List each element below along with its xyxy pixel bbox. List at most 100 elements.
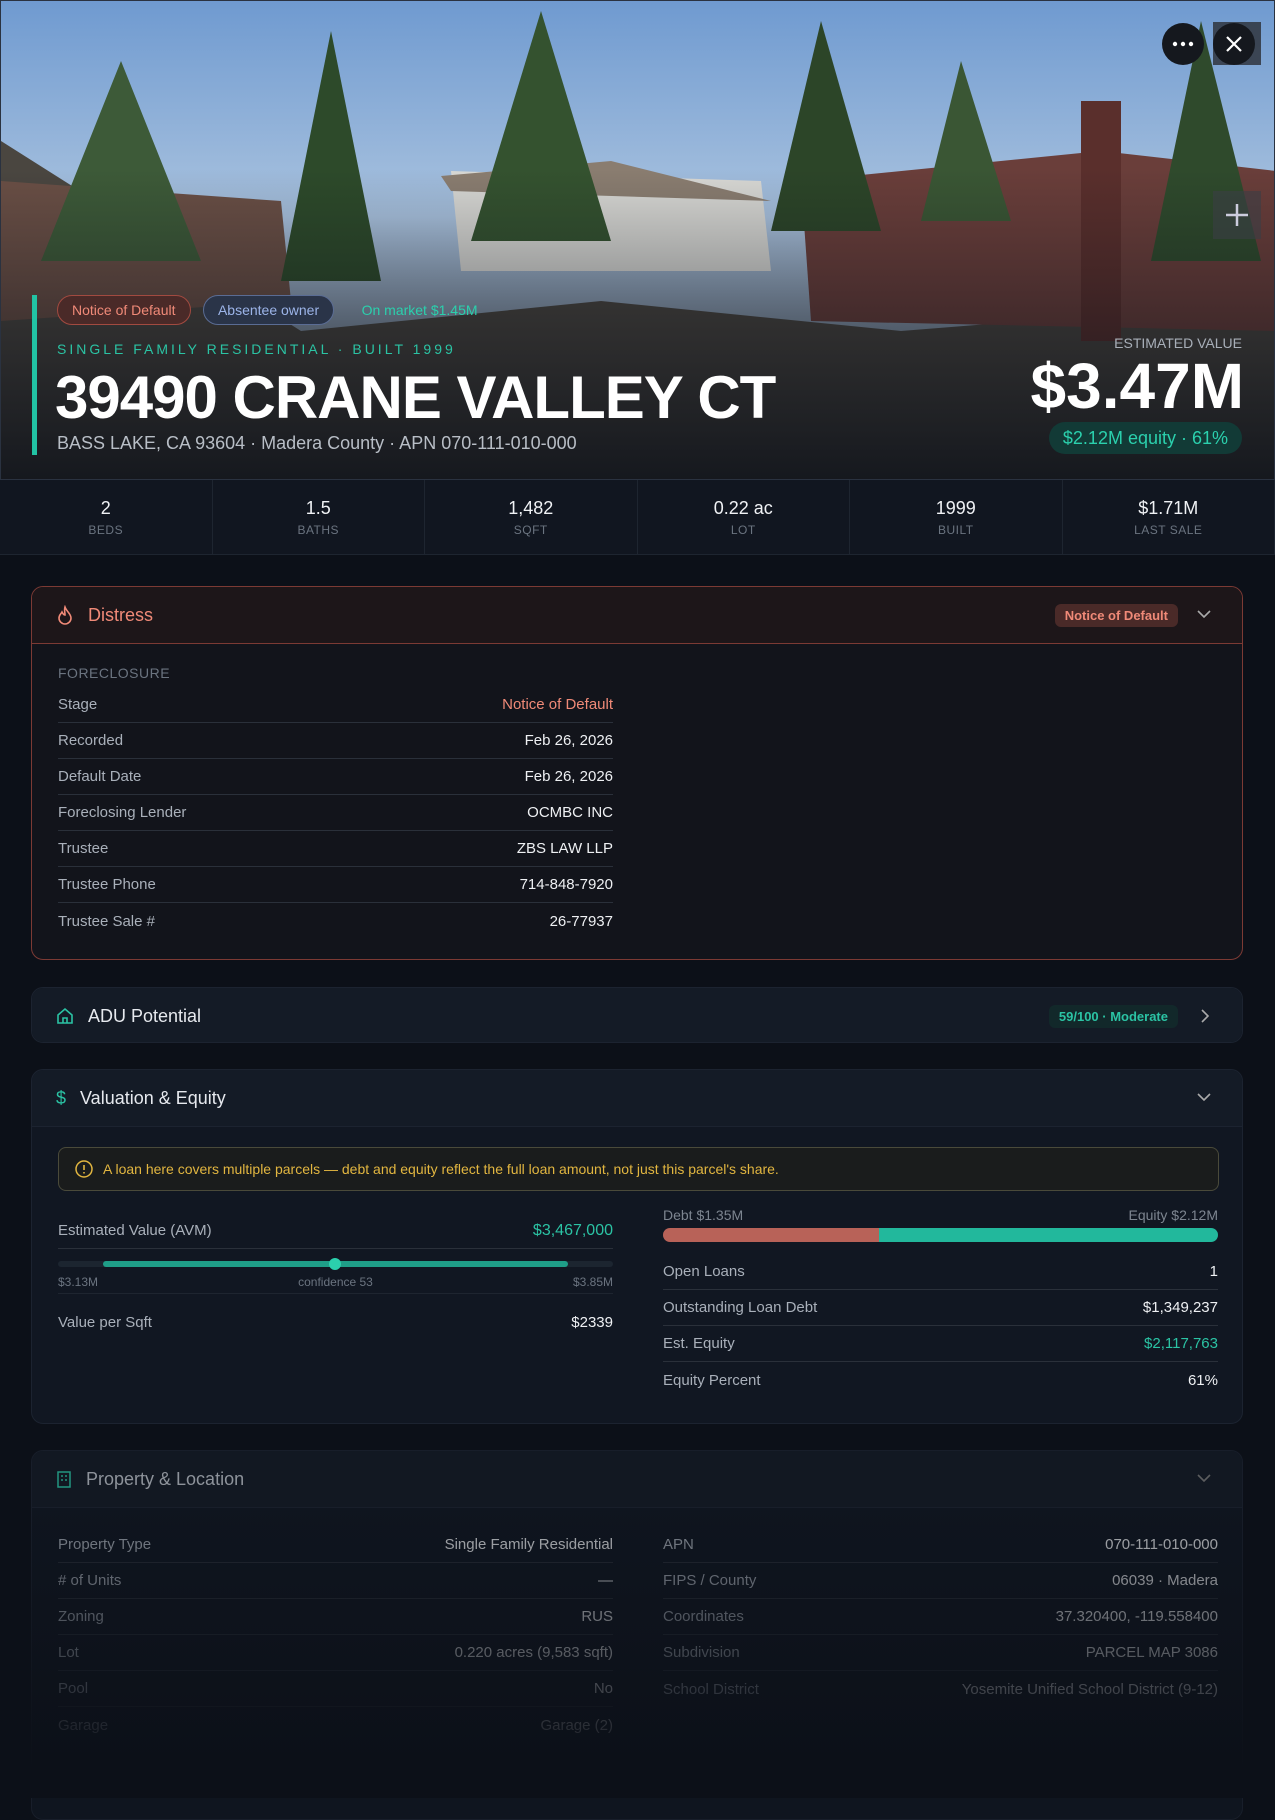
row: Property Type Single Family Residential bbox=[58, 1527, 613, 1563]
row: Value per Sqft $2339 bbox=[58, 1304, 613, 1340]
row-label: Subdivision bbox=[663, 1644, 740, 1661]
row-value: ZBS LAW LLP bbox=[517, 840, 613, 857]
stat-value: 2 bbox=[0, 498, 212, 519]
rows: Value per Sqft $2339 bbox=[58, 1293, 613, 1340]
row-label: APN bbox=[663, 1536, 694, 1553]
equity-pill: $2.12M equity · 61% bbox=[1049, 422, 1242, 454]
debt-equity-bar bbox=[663, 1228, 1218, 1242]
property-card: Property & Location Property Type Single … bbox=[31, 1450, 1243, 1820]
distress-card: Distress Notice of Default FORECLOSURE S… bbox=[31, 586, 1243, 960]
zoom-in[interactable] bbox=[1213, 191, 1261, 239]
range-high: $3.85M bbox=[573, 1275, 613, 1289]
row: School District Yosemite Unified School D… bbox=[663, 1671, 1218, 1707]
chevron bbox=[1178, 1469, 1218, 1489]
row-label: Trustee bbox=[58, 840, 108, 857]
stat-value: 0.22 ac bbox=[638, 498, 850, 519]
row-label: Property Type bbox=[58, 1536, 151, 1553]
row-value: — bbox=[598, 1572, 613, 1589]
label: Estimated Value (AVM) bbox=[58, 1222, 212, 1239]
stat-value: 1,482 bbox=[425, 498, 637, 519]
stat-label: BEDS bbox=[0, 523, 212, 537]
row-value: 714-848-7920 bbox=[520, 876, 613, 893]
stat-label: SQFT bbox=[425, 523, 637, 537]
row-value: 070-111-010-000 bbox=[1105, 1536, 1218, 1553]
stat: 1,482 SQFT bbox=[425, 480, 638, 554]
row-label: Recorded bbox=[58, 732, 123, 749]
equity-label: Equity $2.12M bbox=[1129, 1207, 1219, 1223]
section-title: ADU Potential bbox=[88, 1006, 1049, 1027]
row: Recorded Feb 26, 2026 bbox=[58, 723, 613, 759]
warning-text: A loan here covers multiple parcels — de… bbox=[103, 1161, 779, 1177]
chevron bbox=[1178, 605, 1218, 625]
section-title: Distress bbox=[88, 605, 1055, 626]
adu-header[interactable]: ADU Potential 59/100 · Moderate bbox=[32, 988, 1242, 1043]
stat: 2 BEDS bbox=[0, 480, 213, 554]
row: Outstanding Loan Debt$1,349,237 bbox=[663, 1290, 1218, 1326]
badge: 59/100 · Moderate bbox=[1049, 1005, 1178, 1028]
valuation-card: $ Valuation & Equity A loan here covers … bbox=[31, 1069, 1243, 1424]
row-value: $2,117,763 bbox=[1144, 1335, 1218, 1352]
row: Garage Garage (2) bbox=[58, 1707, 613, 1743]
row: # of Units— bbox=[58, 1563, 613, 1599]
row-value: No bbox=[594, 1680, 613, 1697]
row: APN 070-111-010-000 bbox=[663, 1527, 1218, 1563]
stat-label: BATHS bbox=[213, 523, 425, 537]
stat-label: BUILT bbox=[850, 523, 1062, 537]
distress-header[interactable]: Distress Notice of Default bbox=[32, 587, 1242, 644]
row-label: School District bbox=[663, 1681, 759, 1698]
stat: 0.22 ac LOT bbox=[638, 480, 851, 554]
value: $3,467,000 bbox=[533, 1222, 613, 1240]
chevron bbox=[1178, 1088, 1218, 1108]
row-value: Garage (2) bbox=[540, 1717, 613, 1734]
row-value: PARCEL MAP 3086 bbox=[1086, 1644, 1218, 1661]
property-header[interactable]: Property & Location bbox=[32, 1451, 1242, 1508]
row-value: 1 bbox=[1210, 1263, 1218, 1280]
row-value: 26-77937 bbox=[550, 913, 613, 930]
stat-label: LAST SALE bbox=[1063, 523, 1275, 537]
row-label: Coordinates bbox=[663, 1608, 744, 1625]
row-label: Garage bbox=[58, 1717, 108, 1734]
row-value: Single Family Residential bbox=[445, 1536, 613, 1553]
row-value: Feb 26, 2026 bbox=[525, 732, 613, 749]
group-label: FORECLOSURE bbox=[58, 665, 170, 681]
stat-label: LOT bbox=[638, 523, 850, 537]
rows: Property Type Single Family Residential # … bbox=[58, 1527, 613, 1743]
row-label: Value per Sqft bbox=[58, 1314, 152, 1331]
valuation-header[interactable]: $ Valuation & Equity bbox=[32, 1070, 1242, 1127]
adu-card[interactable]: ADU Potential 59/100 · Moderate bbox=[31, 987, 1243, 1043]
row-value: Yosemite Unified School District (9-12) bbox=[962, 1681, 1218, 1698]
row-value: $2339 bbox=[571, 1314, 613, 1331]
icon: $ bbox=[56, 1088, 66, 1109]
row: Open Loans 1 bbox=[663, 1254, 1218, 1290]
row-value: 06039 · Madera bbox=[1112, 1572, 1218, 1589]
row-label: Default Date bbox=[58, 768, 141, 785]
row-label: Equity Percent bbox=[663, 1372, 761, 1389]
debt-label: Debt $1.35M bbox=[663, 1207, 743, 1223]
icon bbox=[56, 605, 74, 625]
row-label: Est. Equity bbox=[663, 1335, 735, 1352]
row-label: Open Loans bbox=[663, 1263, 745, 1280]
row-label: Trustee Phone bbox=[58, 876, 156, 893]
section-title: Property & Location bbox=[86, 1469, 1178, 1490]
icon bbox=[56, 1007, 74, 1025]
badge: Notice of Default bbox=[1055, 604, 1178, 627]
row-label: Lot bbox=[58, 1644, 79, 1661]
warning: A loan here covers multiple parcels — de… bbox=[58, 1147, 1219, 1191]
estimate: $3.47M bbox=[1031, 349, 1244, 423]
row: Trustee Phone 714-848-7920 bbox=[58, 867, 613, 903]
